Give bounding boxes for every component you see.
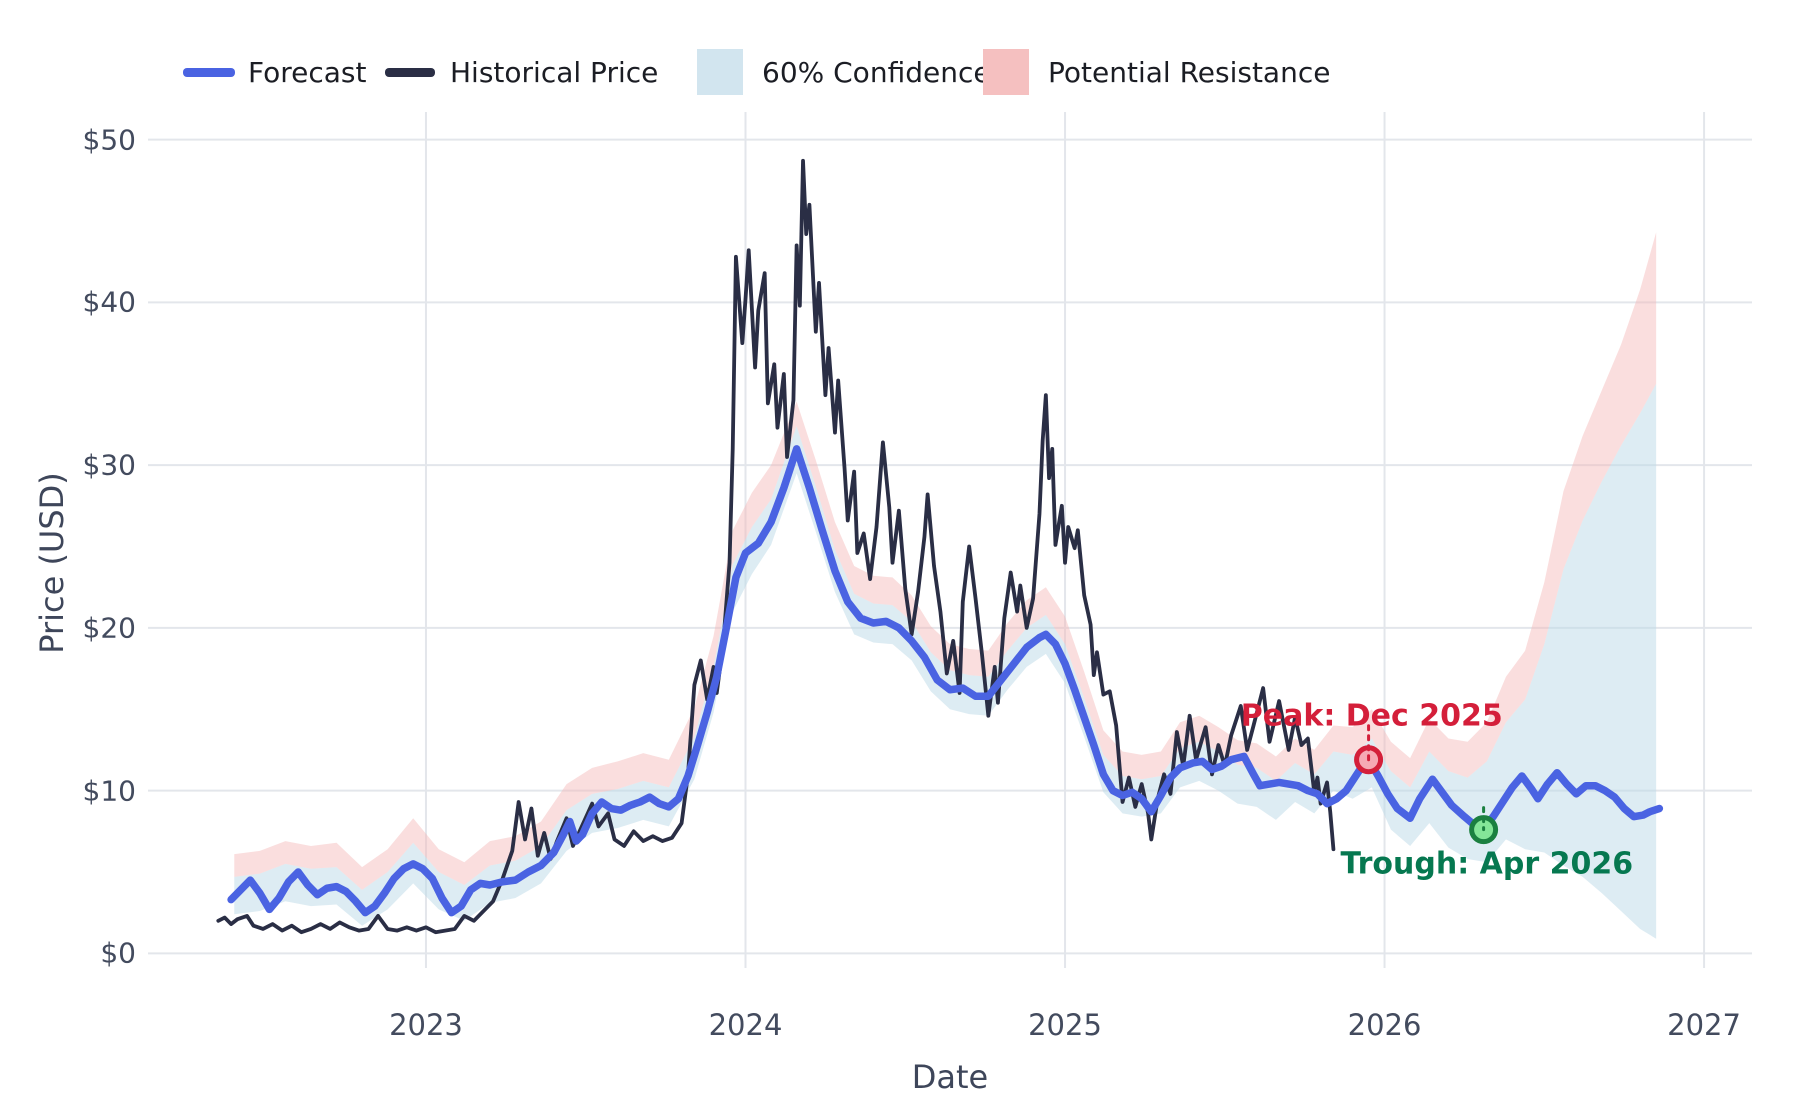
legend-swatch-confidence-band — [697, 49, 743, 95]
legend-swatch-resistance-band — [983, 49, 1029, 95]
y-tick-label: $30 — [82, 448, 136, 482]
y-tick-label: $0 — [100, 936, 136, 970]
x-tick-label: 2025 — [1028, 1008, 1102, 1042]
peak-marker-ring — [1354, 745, 1384, 775]
legend-swatch-forecast — [183, 68, 235, 77]
legend-swatch-historical-price — [385, 68, 435, 77]
x-tick-label: 2026 — [1347, 1008, 1422, 1042]
x-tick-label: 2024 — [708, 1008, 783, 1042]
y-tick-label: $40 — [82, 285, 136, 319]
trough-marker-ring — [1469, 815, 1499, 845]
forecast-line — [227, 445, 1664, 917]
legend-label-forecast: Forecast — [248, 56, 367, 89]
x-tick-label: 2027 — [1667, 1008, 1741, 1042]
confidence-band — [234, 383, 1657, 939]
historical-price-line — [216, 158, 1336, 935]
legend-label-confidence: 60% Confidence — [762, 56, 991, 89]
legend-label-historical-price: Historical Price — [450, 56, 659, 89]
x-tick-label: 2023 — [389, 1008, 463, 1042]
y-tick-label: $50 — [82, 123, 136, 157]
y-tick-label: $20 — [82, 611, 136, 645]
peak-annotation-label: Peak: Dec 2025 — [1240, 698, 1503, 734]
legend-label-resistance: Potential Resistance — [1048, 56, 1331, 89]
x-axis-title: Date — [911, 1058, 989, 1096]
chart-legend: Forecast Historical Price 60% Confidence… — [0, 0, 1800, 110]
trough-annotation-label: Trough: Apr 2026 — [1340, 846, 1634, 882]
y-tick-label: $10 — [82, 774, 136, 808]
